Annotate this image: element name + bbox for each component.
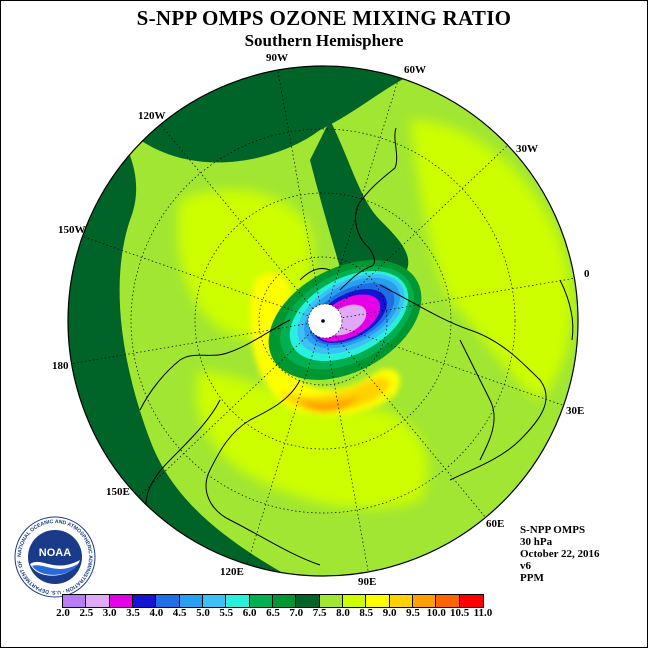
legend-tick-label: 5.5 xyxy=(219,607,234,619)
legend-tick-label: 7.5 xyxy=(312,607,327,619)
legend-swatch xyxy=(156,595,180,607)
legend-tick-label: 4.0 xyxy=(149,607,164,619)
legend-tick-label: 9.5 xyxy=(406,607,420,619)
ozone-field xyxy=(68,66,578,576)
legend-tick-label: 11.0 xyxy=(473,607,493,619)
legend-swatch xyxy=(272,595,297,607)
field-8-0-south xyxy=(196,370,428,509)
field-9-5 xyxy=(300,396,358,413)
map-boundary xyxy=(67,65,579,577)
lon-label-60w: 60W xyxy=(404,64,426,76)
lon-label-30e: 30E xyxy=(566,405,585,417)
legend-swatch xyxy=(226,595,250,607)
legend-tick-label: 6.5 xyxy=(266,607,280,619)
legend-swatch xyxy=(389,595,413,607)
legend-swatch xyxy=(249,595,273,607)
legend-tick-label: 2.0 xyxy=(56,607,70,619)
legend-tick-label: 8.0 xyxy=(336,607,350,619)
legend-swatch xyxy=(296,595,320,607)
field-8-0-east xyxy=(410,120,572,400)
lon-label-60e: 60E xyxy=(486,518,505,530)
lon-label-30w: 30W xyxy=(516,143,538,155)
legend-tick-label: 8.5 xyxy=(359,607,374,619)
field-7-0-west xyxy=(68,66,330,576)
legend-swatch xyxy=(132,595,157,607)
noaa-logo: NATIONAL OCEANIC AND ATMOSPHERIC ADMINIS… xyxy=(14,516,96,598)
lon-label-120e: 120E xyxy=(220,566,244,578)
map-subtitle: Southern Hemisphere xyxy=(244,31,404,50)
units-label: PPM xyxy=(520,572,544,584)
legend-tick-label: 7.0 xyxy=(289,607,304,619)
map-title: S-NPP OMPS OZONE MIXING RATIO xyxy=(136,6,512,30)
legend-tick-label: 10.5 xyxy=(449,607,470,619)
legend-swatch xyxy=(179,595,203,607)
legend-swatch xyxy=(436,595,460,607)
instrument-label: S-NPP OMPS xyxy=(520,524,586,536)
legend-tick-label: 6.0 xyxy=(242,607,257,619)
legend-swatch xyxy=(109,595,133,607)
legend-swatch xyxy=(366,595,390,607)
polar-no-data xyxy=(307,303,343,339)
version-label: v6 xyxy=(520,560,531,572)
legend-tick-label: 4.5 xyxy=(172,607,187,619)
date-label: October 22, 2016 xyxy=(520,548,600,560)
lon-label-90e: 90E xyxy=(358,576,377,588)
lon-label-0: 0 xyxy=(584,268,590,280)
lon-label-150e: 150E xyxy=(106,486,130,498)
lon-label-180: 180 xyxy=(52,360,69,372)
legend-swatch xyxy=(63,595,87,607)
lon-label-150w: 150W xyxy=(58,224,86,236)
product-info: S-NPP OMPS 30 hPa October 22, 2016 v6 PP… xyxy=(520,524,600,584)
legend-tick-label: 5.0 xyxy=(196,607,210,619)
lon-label-90w: 90W xyxy=(266,52,288,64)
lon-label-120w: 120W xyxy=(138,110,166,122)
color-legend xyxy=(62,594,484,608)
legend-tick-label: 9.0 xyxy=(382,607,397,619)
pressure-level: 30 hPa xyxy=(520,536,553,548)
color-legend-ticks: 2.0 2.5 3.0 3.5 4.0 4.5 5.0 5.5 6.0 6.5 7.0 7.5 8.0 8… xyxy=(0,607,648,621)
legend-tick-label: 3.5 xyxy=(126,607,140,619)
south-pole-marker xyxy=(321,319,325,323)
logo-text: NOAA xyxy=(39,547,71,559)
legend-swatch xyxy=(412,595,437,607)
legend-tick-label: 3.0 xyxy=(102,607,117,619)
graticule xyxy=(69,66,577,576)
legend-swatch xyxy=(319,595,343,607)
legend-tick-label: 2.5 xyxy=(79,607,94,619)
legend-swatch xyxy=(459,595,483,607)
legend-swatch xyxy=(202,595,227,607)
legend-tick-label: 10.0 xyxy=(426,607,446,619)
legend-swatch xyxy=(342,595,367,607)
legend-swatch xyxy=(86,595,110,607)
